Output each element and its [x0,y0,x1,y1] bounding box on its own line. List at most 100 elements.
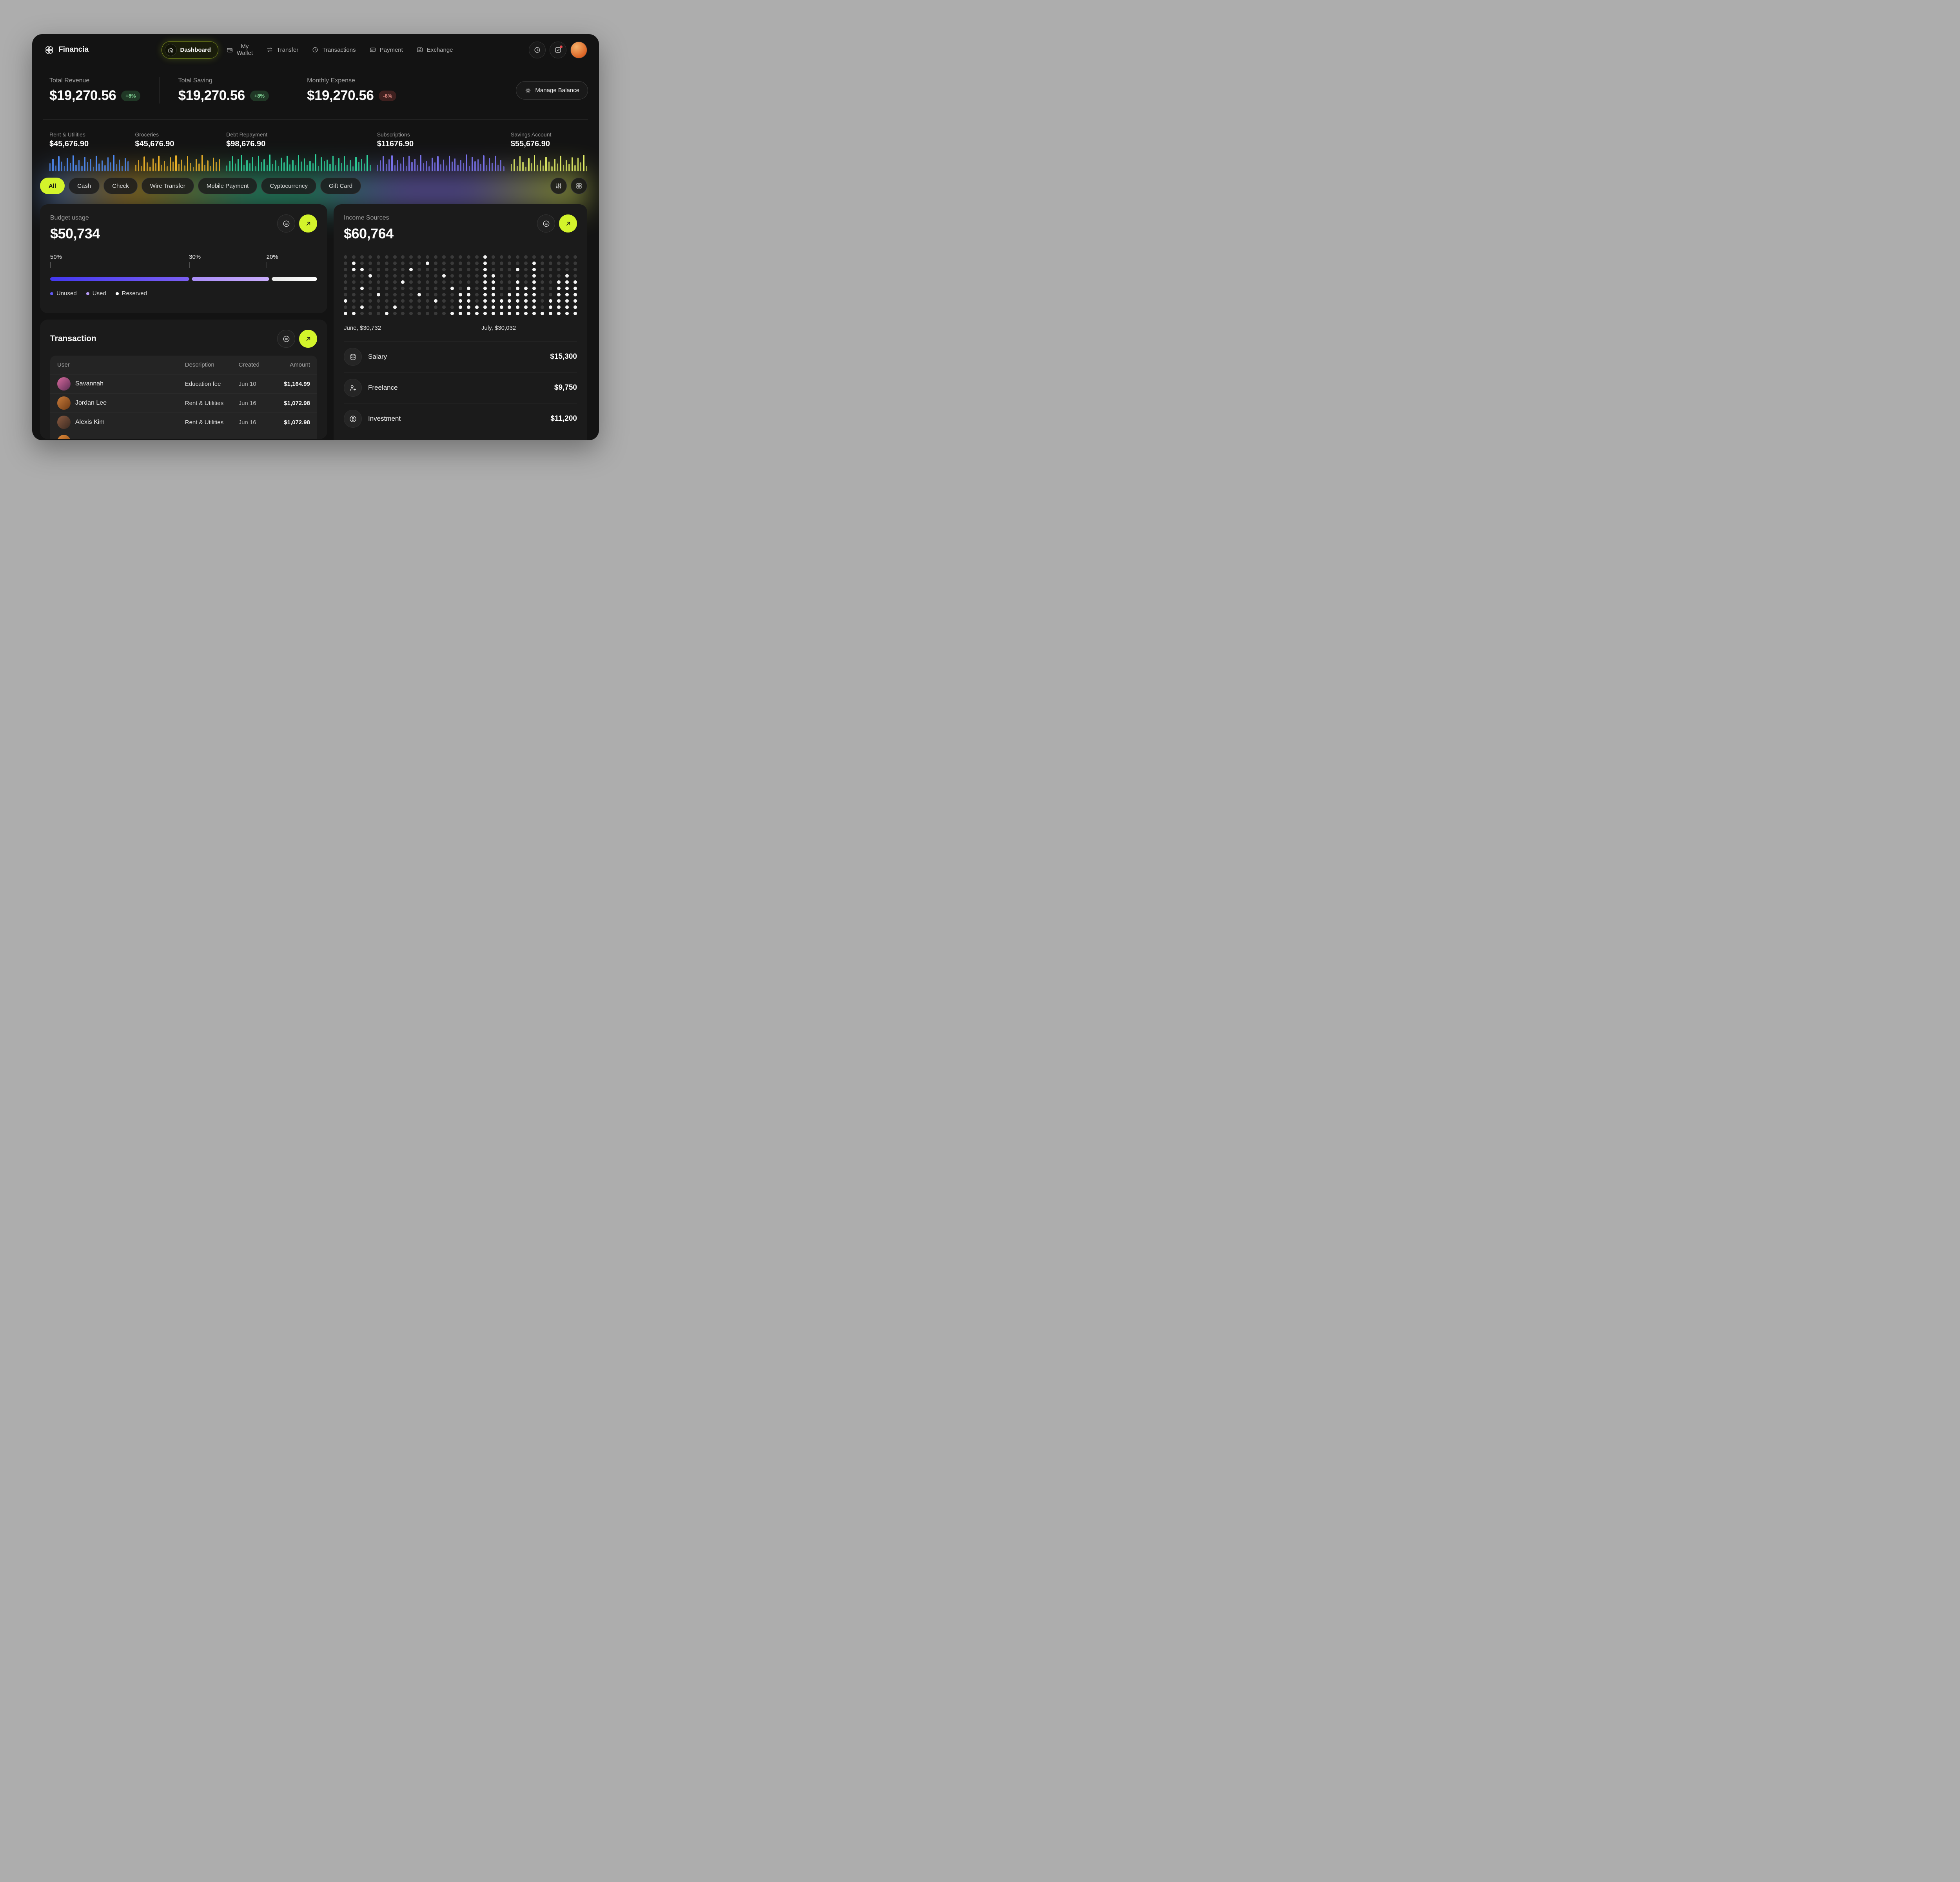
manage-balance-button[interactable]: Manage Balance [516,81,588,100]
transaction-row[interactable]: Alexis Kim Rent & Utilities Jun 16 $1,072.9… [50,412,317,432]
income-source-salary[interactable]: Salary $15,300 [344,341,577,372]
matrix-dot [442,287,446,290]
matrix-dot [360,268,364,271]
matrix-dot [393,312,397,315]
category-sparkline [49,153,129,171]
matrix-dot [376,268,380,271]
matrix-dot [573,255,577,259]
matrix-dot [549,312,553,315]
legend-dot [50,292,53,295]
category-amount: $45,676.90 [49,140,89,148]
income-expand-button[interactable] [559,214,577,233]
matrix-dot [573,268,577,271]
matrix-dot [401,299,405,303]
matrix-dot [417,287,421,290]
matrix-dot [360,293,364,296]
category-groceries: Groceries $45,676.90 [135,131,220,171]
matrix-dot [557,268,561,271]
matrix-dot [352,293,356,296]
nav-item-dashboard[interactable]: Dashboard [161,41,218,59]
nav-item-exchange[interactable]: Exchange [411,43,459,57]
transaction-menu-button[interactable] [277,330,295,348]
matrix-dot [508,312,512,315]
message-check-icon [554,46,562,54]
matrix-dot [483,305,487,309]
matrix-dot [516,305,520,309]
matrix-dot [434,268,438,271]
matrix-dot [524,255,528,259]
budget-title: Budget usage [50,214,89,221]
filter-chip-all[interactable]: All [40,178,65,194]
matrix-dot [516,312,520,315]
matrix-dot [508,305,512,309]
matrix-dot [475,274,479,278]
matrix-dot [417,274,421,278]
matrix-dot [557,305,561,309]
matrix-dot [385,274,388,278]
card-icon [369,46,376,53]
matrix-dot [352,268,356,271]
budget-menu-button[interactable] [277,214,295,233]
user-avatar[interactable] [570,41,587,58]
clock-button[interactable] [529,41,546,58]
matrix-dot [352,305,356,309]
budget-expand-button[interactable] [299,214,317,233]
matrix-dot [385,287,388,290]
circled-lines-icon [282,335,290,343]
category-label: Subscriptions [377,131,410,138]
nav-item-my-wallet[interactable]: My Wallet [221,40,258,60]
nav-item-payment[interactable]: Payment [364,43,408,57]
matrix-dot [409,293,413,296]
nav-item-transfer[interactable]: Transfer [261,43,304,57]
matrix-dot [450,268,454,271]
transaction-expand-button[interactable] [299,330,317,348]
matrix-dot [368,274,372,278]
matrix-dot [573,293,577,296]
matrix-dot [417,268,421,271]
coins-icon [344,348,362,366]
matrix-dot [360,299,364,303]
matrix-dot [401,287,405,290]
source-amount: $11,200 [550,414,577,423]
filter-settings-button[interactable] [550,178,567,194]
matrix-dot [426,262,430,265]
header-actions [529,41,587,58]
matrix-dot [417,312,421,315]
avatar [57,416,71,429]
matrix-dot [491,268,495,271]
matrix-dot [466,255,470,259]
nav-item-transactions[interactable]: Transactions [306,43,361,57]
transaction-row[interactable]: Jordan Lee Rent & Utilities Jun 16 $1,072.9… [50,393,317,412]
filter-chip-mobile-payment[interactable]: Mobile Payment [198,178,258,194]
transaction-row[interactable]: Savannah Education fee Jun 10 $1,164.99 [50,374,317,393]
matrix-dot [549,299,553,303]
budget-legend: Unused Used Reserved [50,290,317,297]
filter-chip-cash[interactable]: Cash [69,178,100,194]
brand: Financia [44,45,89,55]
matrix-dot [565,299,569,303]
income-menu-button[interactable] [537,214,555,233]
filter-chip-check[interactable]: Check [103,178,138,194]
category-label: Groceries [135,131,159,138]
layout-grid-button[interactable] [571,178,587,194]
filter-chip-cyptocurrency[interactable]: Cyptocurrency [261,178,317,194]
income-source-investment[interactable]: Investment $11,200 [344,403,577,434]
matrix-dot [549,274,553,278]
matrix-dot [368,299,372,303]
category-amount: $45,676.90 [135,140,174,148]
matrix-dot [532,262,536,265]
income-source-freelance[interactable]: Freelance $9,750 [344,372,577,403]
messages-button[interactable] [550,41,566,58]
matrix-dot [417,255,421,259]
matrix-dot [573,262,577,265]
matrix-dot [549,262,553,265]
matrix-dot [385,268,388,271]
filter-chip-gift-card[interactable]: Gift Card [320,178,361,194]
matrix-dot [565,262,569,265]
matrix-dot [524,312,528,315]
matrix-dot [434,312,438,315]
transaction-description: Rent & Utilities [185,400,224,407]
filter-chip-wire-transfer[interactable]: Wire Transfer [141,178,194,194]
transaction-amount: $1,164.99 [284,380,310,387]
matrix-dot [442,293,446,296]
